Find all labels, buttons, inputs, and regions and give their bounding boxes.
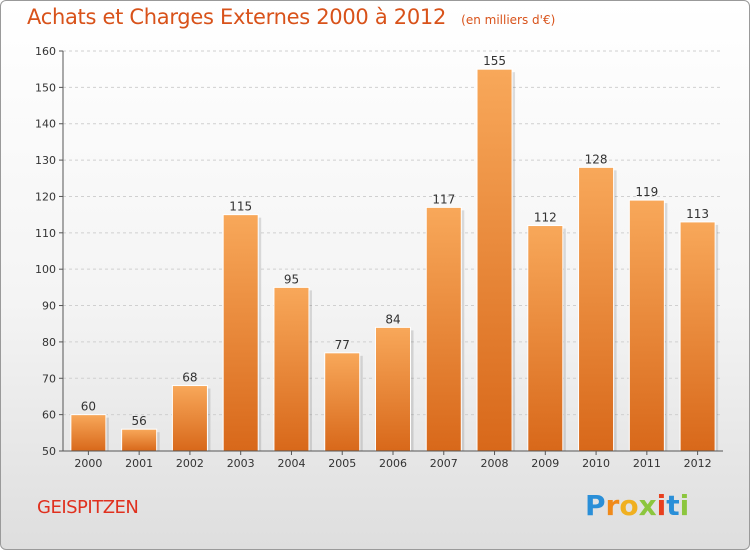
y-tick-label: 140 [35,118,56,131]
bar-2000 [70,414,107,452]
logo-letter: P [585,489,606,522]
bar-2006 [374,326,412,452]
x-tick-label-2000: 2000 [74,457,102,470]
bar-2003 [222,214,259,452]
value-label-2006: 84 [385,312,400,326]
value-label-2011: 119 [635,185,658,199]
x-tick-label-2006: 2006 [379,457,407,470]
value-label-2004: 95 [284,272,299,286]
logo-letter: r [605,489,620,522]
x-tick-label-2007: 2007 [430,457,458,470]
bar-2012 [679,221,716,452]
x-tick-label-2008: 2008 [481,457,509,470]
value-label-2003: 115 [229,200,252,214]
bar-2010 [578,166,615,452]
proxiti-logo: Proxiti [585,489,689,522]
bar-2005 [324,352,361,452]
logo-letter: i [656,489,667,522]
logo-letter: o [619,489,639,522]
x-tick-label-2012: 2012 [684,457,712,470]
x-tick-label-2009: 2009 [531,457,559,470]
y-tick-label: 160 [35,45,56,58]
x-tick-label-2005: 2005 [328,457,356,470]
y-tick-label: 80 [42,336,56,349]
bar-2001 [121,428,158,452]
bar-2011 [628,199,665,452]
y-tick-label: 100 [35,263,56,276]
y-tick-label: 120 [35,190,56,203]
value-label-2010: 128 [585,152,608,166]
value-label-2009: 112 [534,211,557,225]
bar-2008 [476,68,513,452]
x-tick-label-2011: 2011 [633,457,661,470]
chart-title-block: Achats et Charges Externes 2000 à 2012 (… [27,5,555,29]
x-tick-label-2010: 2010 [582,457,610,470]
value-label-2001: 56 [132,414,147,428]
y-tick-label: 70 [42,372,56,385]
bar-2007 [425,206,462,452]
value-label-2012: 113 [686,207,709,221]
value-label-2007: 117 [432,192,455,206]
value-label-2005: 77 [335,338,350,352]
chart-subtitle: (en milliers d'€) [461,13,556,27]
bar-2002 [171,385,208,452]
y-tick-label: 90 [42,300,56,313]
x-tick-label-2001: 2001 [125,457,153,470]
chart-title: Achats et Charges Externes 2000 à 2012 [27,5,447,29]
bar-2004 [273,286,310,452]
value-label-2002: 68 [182,371,197,385]
logo-letter: i [679,489,690,522]
y-tick-label: 130 [35,154,56,167]
y-tick-label: 50 [42,445,56,458]
logo-letter: x [638,489,657,522]
logo-letter: t [666,489,680,522]
value-label-2008: 155 [483,54,506,68]
bar-2009 [527,225,564,452]
x-tick-label-2002: 2002 [176,457,204,470]
y-tick-label: 110 [35,227,56,240]
y-tick-label: 150 [35,81,56,94]
commune-name: GEISPITZEN [37,497,139,518]
value-label-2000: 60 [81,400,96,414]
x-tick-label-2004: 2004 [277,457,305,470]
x-tick-label-2003: 2003 [227,457,255,470]
y-tick-label: 60 [42,409,56,422]
